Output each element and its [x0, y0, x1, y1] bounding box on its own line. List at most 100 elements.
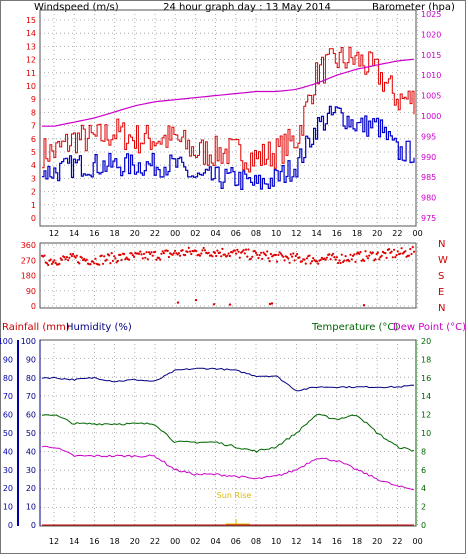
direction-point — [162, 252, 165, 255]
direction-point — [359, 250, 362, 254]
direction-point — [161, 250, 164, 253]
direction-point — [391, 256, 394, 259]
rainfall-tick-label: 50 — [3, 429, 13, 438]
direction-point — [194, 298, 198, 302]
direction-point — [213, 251, 216, 255]
direction-point — [368, 254, 371, 257]
time-tick-label: 22 — [150, 229, 160, 238]
direction-point — [328, 253, 331, 256]
direction-point — [228, 254, 231, 258]
humidity-tick-label: 90 — [26, 355, 36, 364]
direction-point — [207, 251, 210, 254]
time-tick-label: 06 — [231, 537, 241, 546]
direction-point — [335, 256, 338, 259]
humidity-tick-label: 60 — [26, 411, 36, 420]
direction-point — [116, 259, 119, 262]
direction-tick-label: 360 — [21, 241, 36, 250]
barometer-series — [42, 58, 415, 127]
direction-point — [267, 257, 270, 260]
direction-point — [195, 250, 198, 253]
direction-point — [253, 249, 256, 253]
direction-point — [154, 250, 157, 253]
barometer-axis-label: Barometer (hpa) — [372, 2, 455, 13]
direction-point — [344, 255, 347, 258]
windspeed-tick-label: 9 — [31, 95, 36, 104]
direction-point — [374, 258, 377, 261]
direction-point — [203, 249, 207, 252]
windspeed-tick-label: 12 — [26, 56, 36, 65]
direction-point — [251, 255, 254, 258]
direction-point — [296, 253, 299, 256]
direction-point — [145, 251, 148, 254]
time-tick-label: 00 — [170, 229, 180, 238]
direction-tick-label: 0 — [31, 302, 36, 311]
direction-point — [171, 253, 174, 256]
direction-point — [167, 255, 170, 259]
direction-point — [202, 246, 205, 250]
direction-point — [254, 251, 258, 254]
time-tick-label: 18 — [352, 537, 362, 546]
time-tick-label: 02 — [190, 229, 200, 238]
temperature-tick-label: 6 — [421, 466, 426, 475]
direction-point — [130, 252, 133, 255]
direction-point — [108, 254, 111, 257]
direction-point — [149, 252, 152, 256]
direction-point — [395, 254, 398, 257]
time-tick-label: 20 — [372, 537, 382, 546]
wind-panel — [39, 9, 417, 227]
windspeed-tick-label: 13 — [26, 42, 36, 51]
direction-point — [80, 256, 83, 259]
direction-point — [362, 304, 366, 307]
time-tick-label: 04 — [211, 229, 221, 238]
humidity-series — [41, 367, 415, 392]
direction-point — [140, 253, 143, 256]
direction-point — [385, 256, 388, 259]
direction-point — [187, 246, 190, 249]
windspeed-tick-label: 2 — [31, 188, 36, 197]
temperature-tick-label: 18 — [421, 355, 431, 364]
rainfall-tick-label: 20 — [3, 484, 13, 493]
direction-point — [65, 256, 68, 259]
rainfall-tick-label: 40 — [3, 447, 13, 456]
direction-point — [266, 250, 269, 253]
direction-point — [363, 259, 366, 262]
time-tick-label: 16 — [332, 229, 342, 238]
rainfall-tick-label: 0 — [8, 521, 13, 530]
humidity-tick-label: 20 — [26, 484, 36, 493]
direction-point — [110, 252, 113, 255]
direction-point — [128, 258, 131, 261]
direction-point — [147, 251, 151, 254]
direction-point — [241, 250, 244, 253]
humidity-tick-label: 80 — [26, 374, 36, 383]
direction-point — [305, 257, 309, 260]
windspeed-tick-label: 1 — [31, 201, 36, 210]
direction-point — [74, 256, 77, 259]
direction-point — [221, 247, 224, 250]
direction-point — [400, 247, 403, 250]
rainfall-tick-label: 100 — [0, 337, 13, 346]
direction-point — [113, 255, 116, 258]
direction-point — [119, 253, 122, 256]
direction-point — [190, 252, 193, 256]
direction-point — [288, 261, 291, 264]
time-tick-label: 02 — [190, 537, 200, 546]
rainfall-tick-label: 10 — [3, 503, 13, 512]
direction-point — [54, 261, 57, 264]
windspeed-gust-series — [42, 46, 415, 173]
barometer-tick-label: 975 — [421, 214, 436, 223]
direction-point — [218, 251, 221, 254]
humidity-tick-label: 30 — [26, 466, 36, 475]
rainfall-tick-label: 70 — [3, 392, 13, 401]
direction-point — [75, 254, 78, 257]
temperature-tick-label: 12 — [421, 411, 431, 420]
rainfall-tick-label: 80 — [3, 374, 13, 383]
direction-point — [223, 253, 226, 256]
direction-point — [137, 252, 141, 255]
direction-point — [78, 262, 81, 265]
direction-point — [58, 262, 61, 265]
direction-point — [43, 254, 46, 257]
direction-point — [189, 250, 192, 253]
temperature-series — [41, 413, 415, 453]
direction-point — [159, 258, 162, 261]
direction-point — [329, 258, 332, 261]
